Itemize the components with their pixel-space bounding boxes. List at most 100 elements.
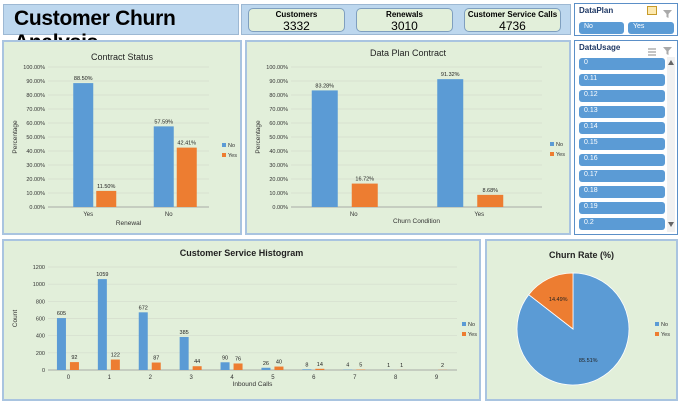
data-plan-panel: Data Plan Contract 0.00% 10.00% 20.00% 30.0… [245, 40, 571, 235]
multi-select-icon[interactable] [647, 43, 657, 56]
kpi-service-calls: Customer Service Calls 4736 [464, 8, 561, 32]
slicer-option[interactable]: 0.15 [579, 138, 665, 150]
y-tick-label: 100.00% [266, 65, 288, 71]
x-tick-label: No [165, 212, 173, 218]
legend-swatch-yes [222, 153, 226, 157]
data-plan-chart: 0.00% 10.00% 20.00% 30.00% 40.00% 50.00% 60.00… [255, 65, 565, 225]
data-label: 4 [346, 363, 349, 369]
legend-label-no: No [661, 322, 668, 328]
y-tick-label: 20.00% [26, 177, 45, 183]
data-label: 1 [400, 363, 403, 369]
data-label: 90 [222, 355, 228, 361]
kpi-label: Customers [275, 10, 318, 19]
clear-filter-icon[interactable] [663, 6, 673, 18]
slicer-option[interactable]: 0.13 [579, 106, 665, 118]
data-label: 385 [180, 330, 189, 336]
slicer-dataplan: DataPlan No Yes [574, 3, 678, 36]
multi-select-icon[interactable] [647, 6, 657, 15]
data-label: 44 [194, 359, 200, 365]
chart-title: Data Plan Contract [369, 48, 447, 58]
slicer-option[interactable]: 0.16 [579, 154, 665, 166]
slicer-header: DataUsage [579, 43, 621, 52]
y-tick-label: 50.00% [269, 135, 288, 141]
pie-slice-yes [528, 272, 574, 330]
bar-yes [315, 368, 325, 370]
slicer-option[interactable]: 0.14 [579, 122, 665, 134]
bar-no [56, 318, 66, 370]
kpi-renewals: Renewals 3010 [356, 8, 453, 32]
y-tick-label: 20.00% [269, 177, 288, 183]
x-tick-label: 6 [312, 375, 316, 381]
churn-rate-panel: Churn Rate (%) 85.51% 14.49% No Yes [485, 239, 678, 401]
slicer-option[interactable]: 0.17 [579, 170, 665, 182]
bar-yes [69, 362, 79, 370]
data-label: 26 [263, 361, 269, 367]
legend-label-yes: Yes [661, 332, 670, 338]
y-tick-label: 10.00% [26, 191, 45, 197]
y-tick-label: 0.00% [272, 205, 288, 211]
x-tick-label: 8 [394, 375, 398, 381]
bar-no [179, 336, 189, 370]
contract-status-chart: 0.00% 10.00% 20.00% 30.00% 40.00% 50.00% 60.00… [12, 65, 237, 227]
x-tick-label: 4 [230, 375, 234, 381]
data-label: 76 [235, 356, 241, 362]
slicer-option[interactable]: 0.12 [579, 90, 665, 102]
slicer-option[interactable]: 0.18 [579, 186, 665, 198]
pie-slice-no [516, 272, 630, 386]
kpi-value: 3332 [283, 19, 310, 33]
data-label: 122 [111, 353, 120, 359]
clear-filter-icon[interactable] [663, 43, 673, 55]
x-tick-label: No [350, 212, 358, 218]
bar-yes [192, 366, 202, 370]
slicer-option[interactable]: 0 [579, 58, 665, 70]
service-histogram-panel: Customer Service Histogram 0 200 400 600 800… [2, 239, 481, 401]
chart-title: Churn Rate (%) [549, 250, 614, 260]
y-tick-label: 70.00% [269, 107, 288, 113]
bar-no [73, 83, 94, 207]
y-tick-label: 800 [36, 299, 45, 305]
slicer-scrollbar[interactable] [667, 57, 675, 232]
data-label: 14.49% [549, 297, 568, 303]
chart-title: Customer Service Histogram [179, 248, 304, 258]
legend-swatch-yes [550, 152, 554, 156]
data-label: 92 [71, 355, 77, 361]
legend-swatch-no [655, 322, 659, 326]
y-tick-label: 100.00% [23, 65, 45, 71]
kpi-customers: Customers 3332 [248, 8, 345, 32]
y-tick-label: 600 [36, 317, 45, 323]
y-tick-label: 1200 [33, 265, 45, 271]
x-tick-label: 1 [108, 375, 112, 381]
data-label: 2 [441, 363, 444, 369]
bar-yes [274, 366, 284, 370]
y-tick-label: 40.00% [26, 149, 45, 155]
y-axis-label: Count [12, 310, 19, 328]
slicer-option-no[interactable]: No [579, 22, 624, 34]
data-label: 42.41% [177, 141, 196, 147]
churn-rate-chart: 85.51% 14.49% No Yes [516, 272, 670, 386]
y-tick-label: 70.00% [26, 107, 45, 113]
x-axis-label: Churn Condition [393, 218, 440, 225]
data-label: 672 [139, 305, 148, 311]
y-tick-label: 1000 [33, 282, 45, 288]
y-axis-label: Percentage [255, 120, 262, 154]
slicer-option-yes[interactable]: Yes [628, 22, 674, 34]
y-tick-label: 30.00% [269, 163, 288, 169]
kpi-value: 3010 [391, 19, 418, 33]
y-tick-label: 80.00% [269, 93, 288, 99]
slicer-option[interactable]: 0.11 [579, 74, 665, 86]
legend-label-yes: Yes [228, 153, 237, 159]
data-label: 16.72% [355, 177, 374, 183]
data-label: 11.50% [97, 184, 115, 190]
y-tick-label: 0 [42, 368, 45, 374]
slicer-datausage: DataUsage 0 0.11 0.12 0.13 0.14 0.15 0.16 0.17 0… [574, 40, 678, 235]
data-label: 85.51% [579, 358, 598, 364]
y-tick-label: 400 [36, 334, 45, 340]
legend-label-no: No [468, 322, 475, 328]
x-tick-label: 9 [435, 375, 439, 381]
bar-yes [351, 183, 378, 207]
slicer-option[interactable]: 0.2 [579, 218, 665, 230]
dashboard-title-box: Customer Churn Analysis [3, 4, 239, 54]
bar-no [220, 362, 230, 370]
slicer-option[interactable]: 0.19 [579, 202, 665, 214]
bar-no [261, 367, 271, 370]
